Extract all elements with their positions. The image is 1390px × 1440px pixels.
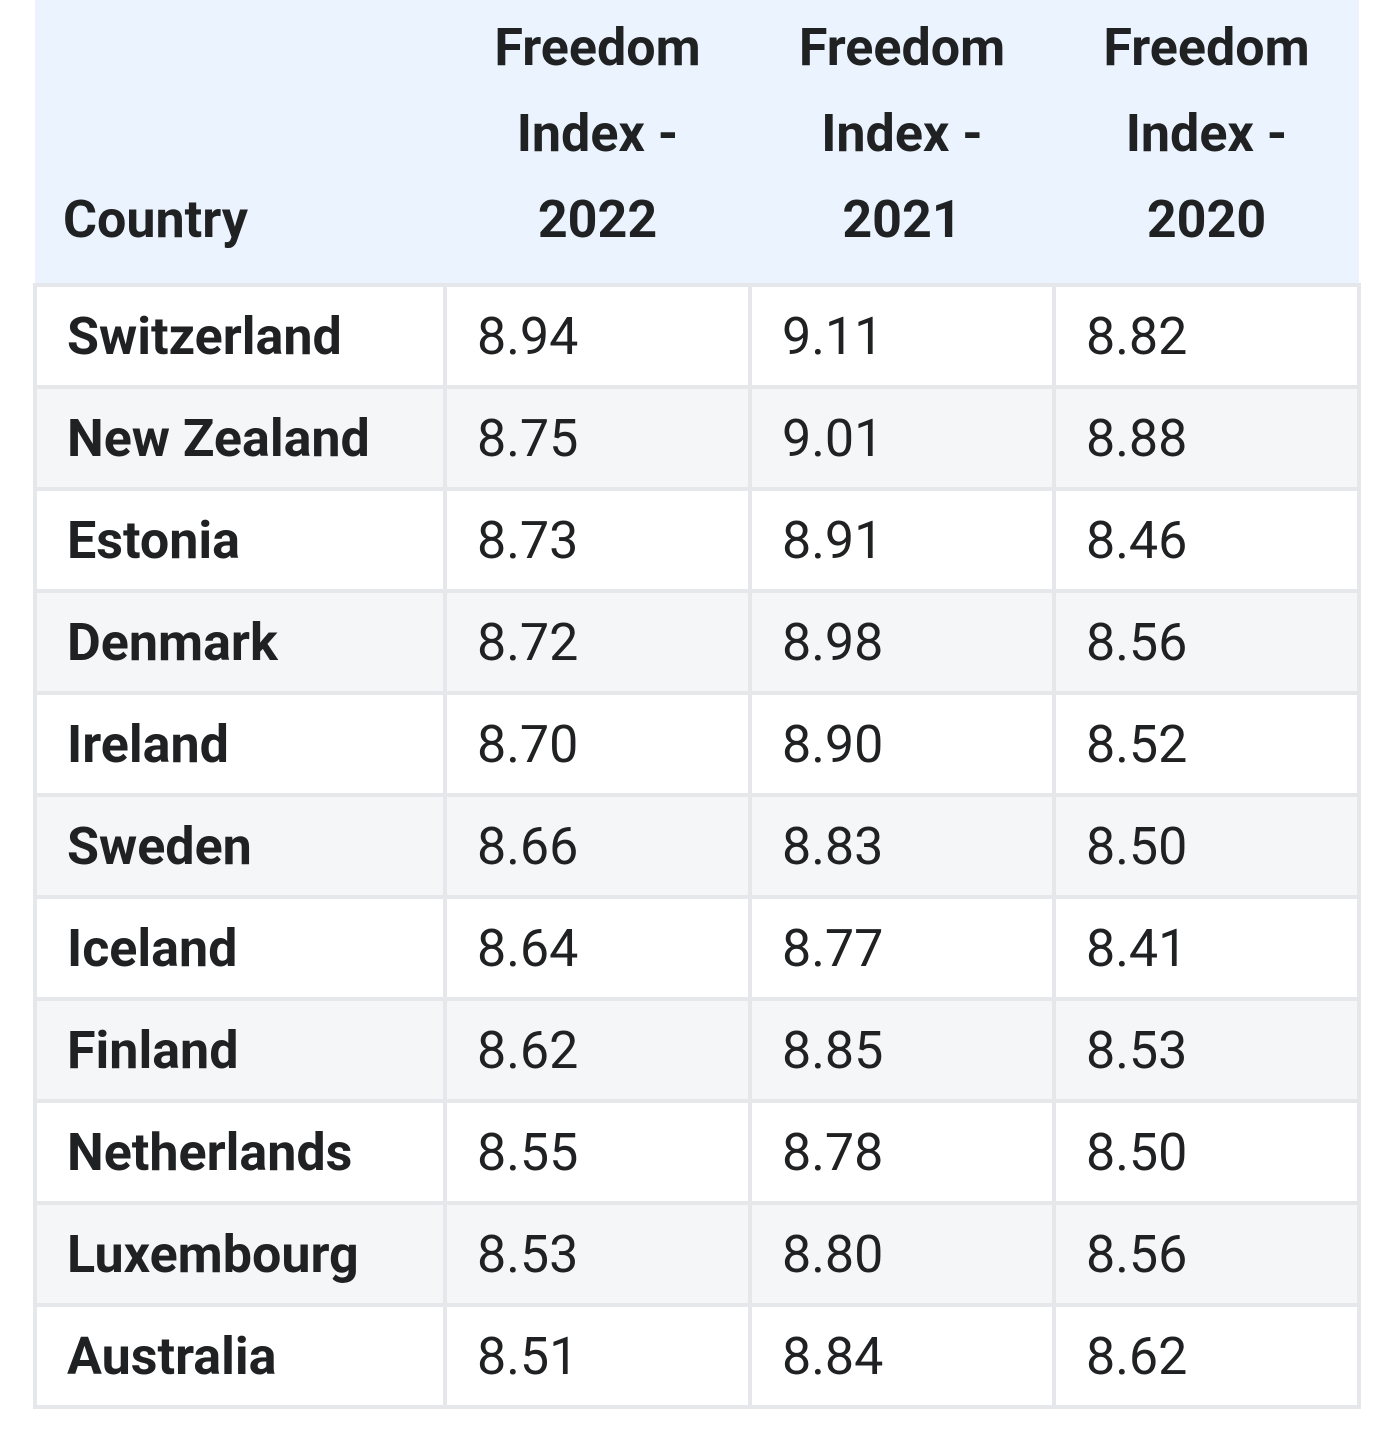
index-cell: 8.80 [748,1201,1056,1307]
table-row: Luxembourg 8.53 8.80 8.56 [33,1201,1361,1307]
index-cell: 8.94 [443,283,752,389]
index-cell: 8.77 [748,895,1056,1001]
table-row: Iceland 8.64 8.77 8.41 [33,895,1361,1001]
column-header: Country [35,0,445,287]
index-cell: 8.53 [443,1201,752,1307]
column-header: Freedom Index - 2022 [445,0,750,287]
index-cell: 8.84 [748,1303,1056,1409]
index-cell: 8.66 [443,793,752,899]
country-cell: Finland [33,997,447,1103]
table-row: Ireland 8.70 8.90 8.52 [33,691,1361,797]
index-cell: 8.78 [748,1099,1056,1205]
index-cell: 8.53 [1052,997,1361,1103]
table-body: Switzerland 8.94 9.11 8.82 New Zealand 8.75 9.… [33,283,1361,1409]
index-cell: 8.51 [443,1303,752,1409]
index-cell: 9.11 [748,283,1056,389]
index-cell: 8.90 [748,691,1056,797]
country-cell: Ireland [33,691,447,797]
index-cell: 8.70 [443,691,752,797]
country-cell: Sweden [33,793,447,899]
index-cell: 8.52 [1052,691,1361,797]
table-row: Denmark 8.72 8.98 8.56 [33,589,1361,695]
index-cell: 8.72 [443,589,752,695]
index-cell: 8.62 [443,997,752,1103]
country-cell: Estonia [33,487,447,593]
index-cell: 8.85 [748,997,1056,1103]
table-row: Sweden 8.66 8.83 8.50 [33,793,1361,899]
table-row: Estonia 8.73 8.91 8.46 [33,487,1361,593]
country-cell: Denmark [33,589,447,695]
table-row: Switzerland 8.94 9.11 8.82 [33,283,1361,389]
index-cell: 8.46 [1052,487,1361,593]
country-cell: Australia [33,1303,447,1409]
index-cell: 8.50 [1052,793,1361,899]
country-cell: Switzerland [33,283,447,389]
table-row: Netherlands 8.55 8.78 8.50 [33,1099,1361,1205]
country-cell: Luxembourg [33,1201,447,1307]
index-cell: 8.75 [443,385,752,491]
index-cell: 9.01 [748,385,1056,491]
index-cell: 8.91 [748,487,1056,593]
column-header: Freedom Index - 2020 [1054,0,1359,287]
freedom-table: Country Freedom Index - 2022 Freedom Index… [33,0,1361,1409]
table-header: Country Freedom Index - 2022 Freedom Index… [35,0,1359,287]
table-row: Finland 8.62 8.85 8.53 [33,997,1361,1103]
table-row: New Zealand 8.75 9.01 8.88 [33,385,1361,491]
header-row: Country Freedom Index - 2022 Freedom Index… [35,0,1359,287]
country-cell: New Zealand [33,385,447,491]
index-cell: 8.41 [1052,895,1361,1001]
country-cell: Iceland [33,895,447,1001]
index-cell: 8.88 [1052,385,1361,491]
column-header: Freedom Index - 2021 [750,0,1054,287]
index-cell: 8.64 [443,895,752,1001]
index-cell: 8.62 [1052,1303,1361,1409]
index-cell: 8.73 [443,487,752,593]
table-row: Australia 8.51 8.84 8.62 [33,1303,1361,1409]
index-cell: 8.56 [1052,589,1361,695]
index-cell: 8.83 [748,793,1056,899]
index-cell: 8.55 [443,1099,752,1205]
country-cell: Netherlands [33,1099,447,1205]
index-cell: 8.98 [748,589,1056,695]
index-cell: 8.56 [1052,1201,1361,1307]
index-cell: 8.82 [1052,283,1361,389]
index-cell: 8.50 [1052,1099,1361,1205]
